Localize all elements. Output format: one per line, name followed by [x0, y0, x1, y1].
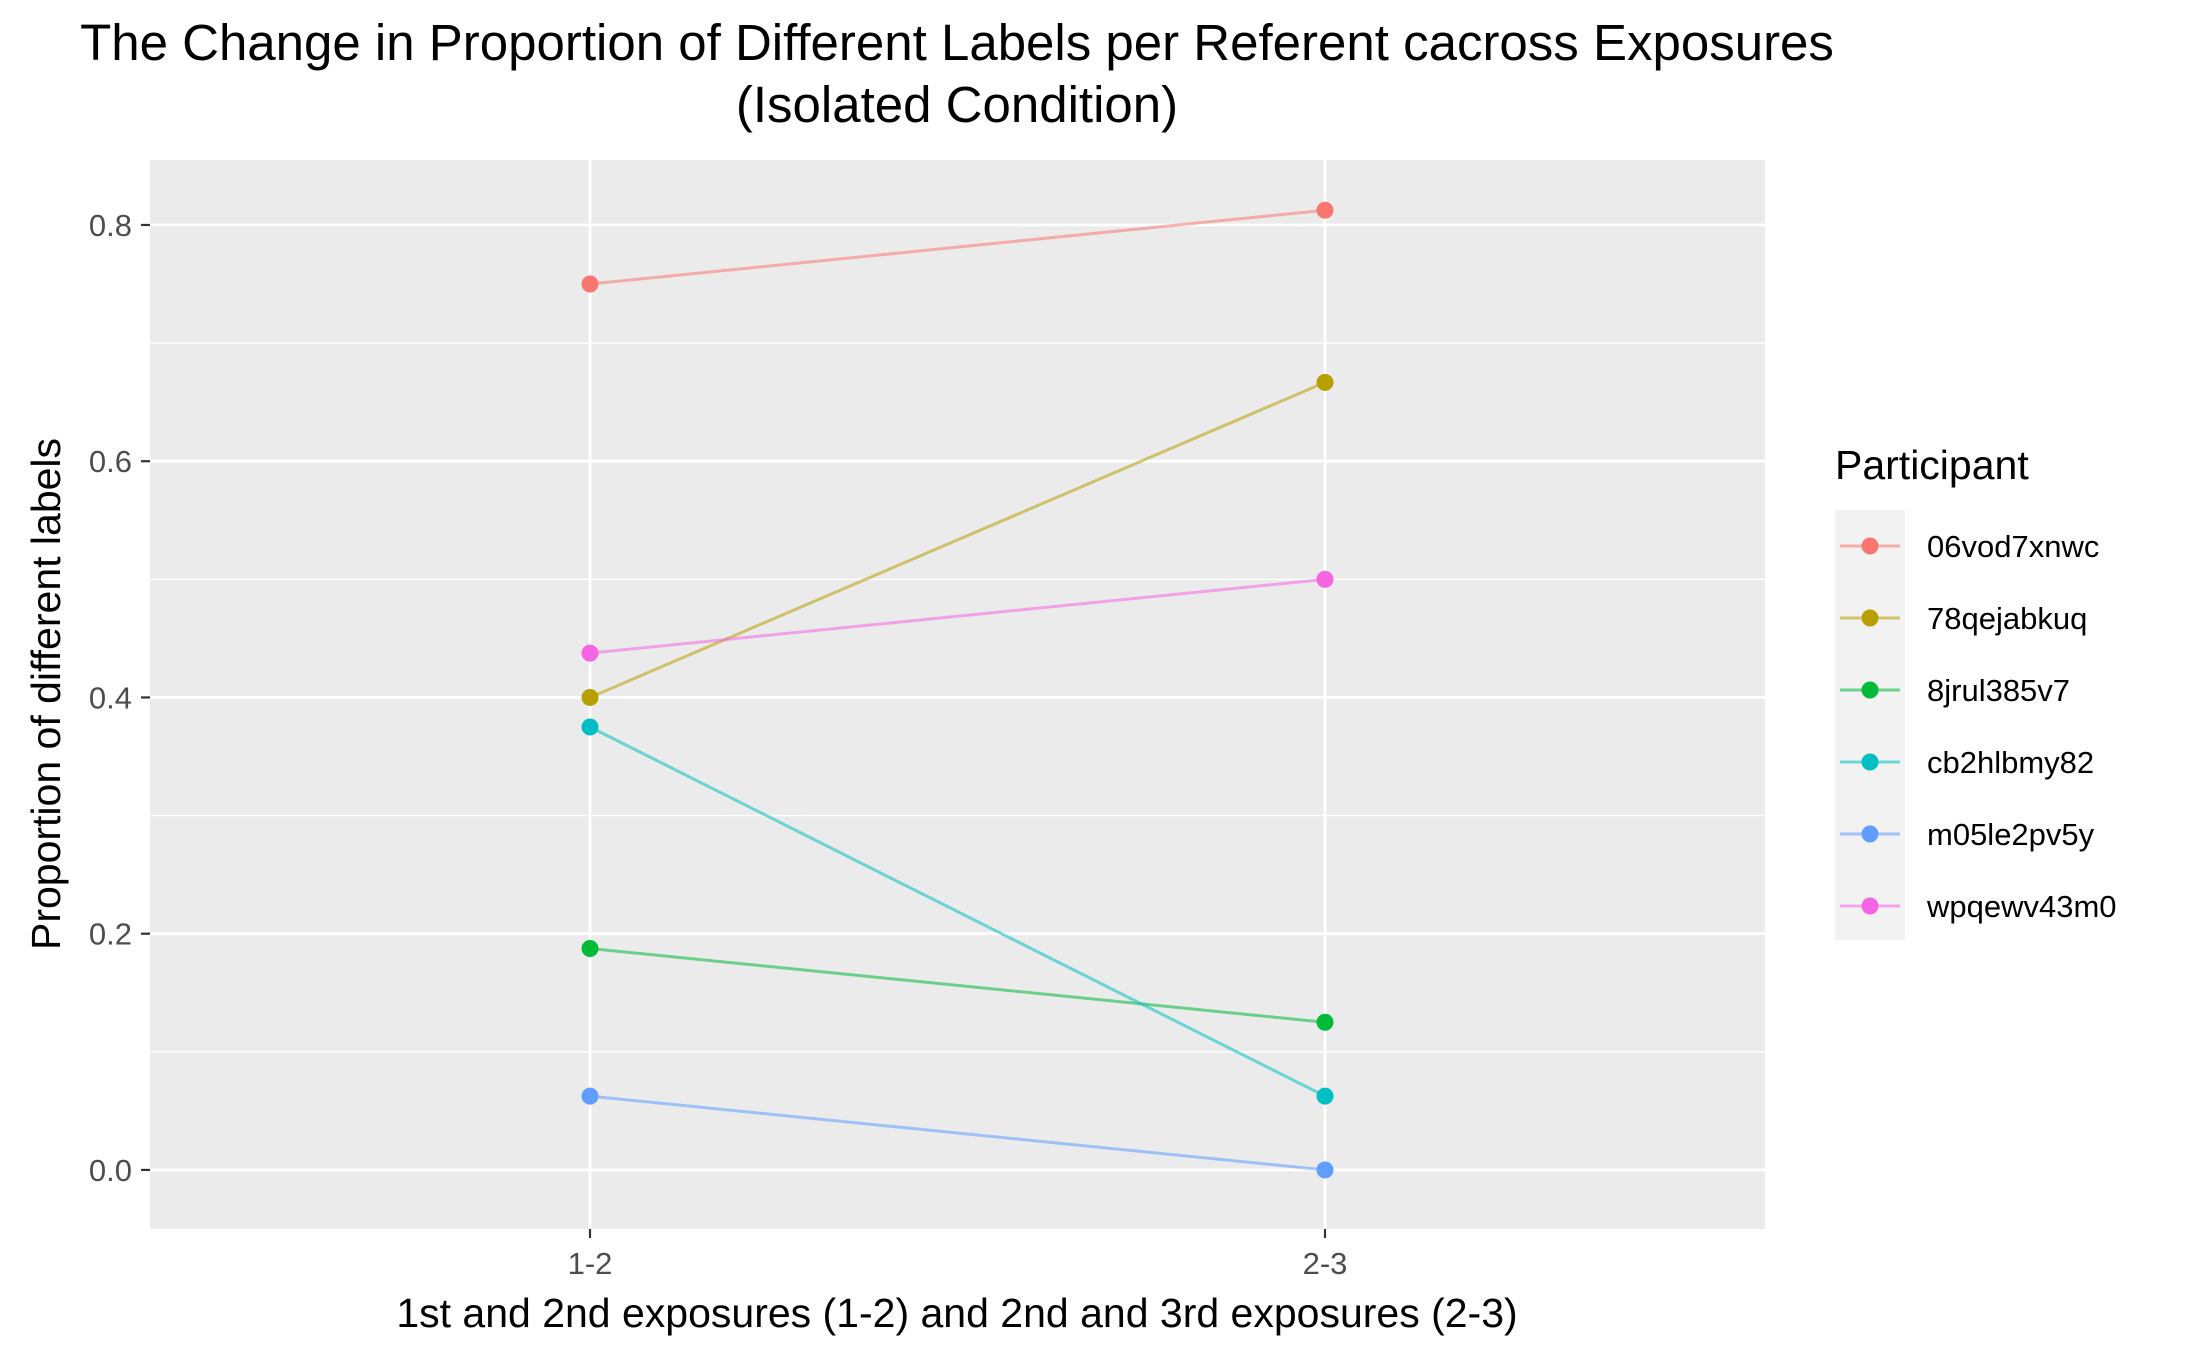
- legend-key-point: [1861, 681, 1879, 699]
- series-lines: [589, 208, 1326, 1172]
- data-point: [581, 939, 599, 957]
- y-axis-title: Proportion of different labels: [23, 438, 69, 950]
- y-tick-label: 0.4: [89, 680, 132, 715]
- legend-label: wpqewv43m0: [1926, 889, 2117, 924]
- series-line: [589, 946, 1326, 1024]
- data-point: [581, 718, 599, 736]
- legend-key-point: [1861, 753, 1879, 771]
- legend: Participant 06vod7xnwc 78qejabkuq 8jrul385…: [1835, 442, 2117, 940]
- y-tick-label: 0.0: [89, 1153, 132, 1188]
- legend-label: m05le2pv5y: [1927, 817, 2095, 852]
- legend-keys-background: [1835, 510, 1905, 940]
- series-line: [589, 208, 1326, 286]
- x-tick-label: 2-3: [1303, 1246, 1348, 1281]
- x-axis: 1-2 2-3: [568, 1229, 1348, 1281]
- data-point: [581, 688, 599, 706]
- chart-title: The Change in Proportion of Different La…: [80, 14, 1834, 71]
- data-point: [1316, 1013, 1334, 1031]
- series-line: [589, 381, 1326, 699]
- legend-label: 06vod7xnwc: [1927, 529, 2099, 564]
- data-point: [581, 1087, 599, 1105]
- legend-key-point: [1861, 897, 1879, 915]
- chart-subtitle: (Isolated Condition): [736, 76, 1178, 133]
- legend-label: cb2hlbmy82: [1927, 745, 2094, 780]
- data-point: [1316, 570, 1334, 588]
- series-line: [589, 577, 1326, 655]
- y-axis: 0.0 0.2 0.4 0.6 0.8: [89, 208, 150, 1188]
- legend-title: Participant: [1835, 442, 2029, 488]
- legend-label: 8jrul385v7: [1927, 673, 2070, 708]
- data-point: [581, 275, 599, 293]
- x-axis-title: 1st and 2nd exposures (1-2) and 2nd and …: [396, 1290, 1517, 1336]
- legend-entries: 06vod7xnwc 78qejabkuq 8jrul385v7 cb2hlbmy82…: [1840, 529, 2117, 924]
- data-point: [1316, 1087, 1334, 1105]
- data-point: [1316, 373, 1334, 391]
- y-tick-label: 0.2: [89, 917, 132, 952]
- grid-minor: [150, 342, 1765, 1053]
- data-point: [1316, 201, 1334, 219]
- grid-major: [150, 160, 1765, 1229]
- series-points: [581, 201, 1334, 1179]
- data-point: [1316, 1161, 1334, 1179]
- y-tick-label: 0.8: [89, 208, 132, 243]
- series-line: [589, 1094, 1326, 1172]
- legend-key-point: [1861, 537, 1879, 555]
- legend-label: 78qejabkuq: [1927, 601, 2087, 636]
- series-line: [589, 725, 1326, 1098]
- plot-panel: [150, 160, 1765, 1229]
- legend-key-point: [1861, 825, 1879, 843]
- y-tick-label: 0.6: [89, 444, 132, 479]
- legend-key-point: [1861, 609, 1879, 627]
- data-point: [581, 644, 599, 662]
- x-tick-label: 1-2: [568, 1246, 613, 1281]
